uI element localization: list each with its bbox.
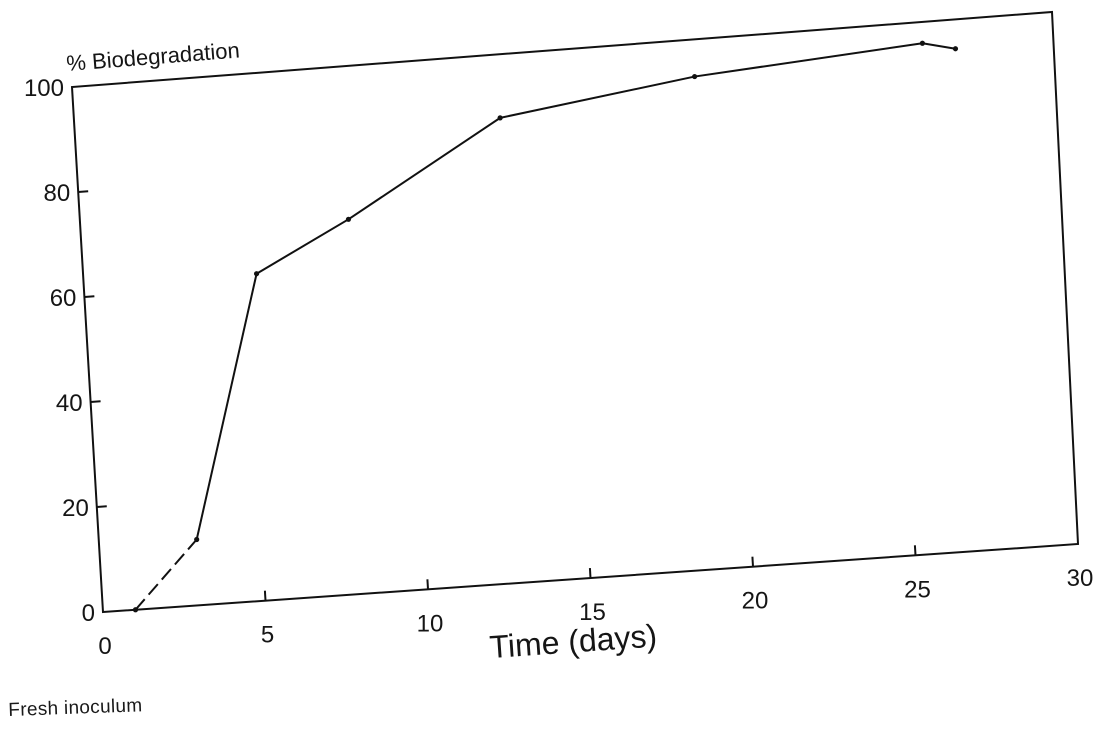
series-0-point-4 — [497, 115, 503, 121]
x-tick-label-5: 5 — [261, 622, 274, 649]
series-0-point-2 — [253, 271, 260, 277]
x-tick-15 — [588, 567, 592, 579]
series-0-segment-2 — [256, 218, 349, 275]
series-0-segment-3 — [347, 117, 501, 221]
axis-ticks-group — [78, 190, 917, 601]
y-tick-40 — [90, 400, 101, 403]
series-0-segment-5 — [694, 42, 923, 78]
y-axis-title: % Biodegradation — [65, 37, 240, 76]
x-tick-10 — [426, 579, 429, 590]
figure-caption: Fresh inoculum — [8, 695, 143, 721]
series-group — [132, 40, 959, 613]
series-0-segment-0 — [134, 538, 198, 611]
x-tick-label-30: 30 — [1067, 565, 1094, 592]
y-tick-label-40: 40 — [56, 390, 83, 417]
y-tick-label-20: 20 — [62, 495, 89, 522]
y-tick-label-100: 100 — [24, 75, 64, 102]
series-0-point-0 — [132, 607, 139, 613]
axis-labels-group: 0 5 10 15 20 25 30 0 20 40 60 80 100% Biodegradation… — [24, 37, 1093, 665]
x-tick-label-25: 25 — [904, 576, 931, 603]
y-tick-label-60: 60 — [50, 285, 77, 312]
y-tick-80 — [78, 190, 89, 193]
series-0-segment-6 — [922, 42, 956, 50]
y-tick-label-0: 0 — [82, 600, 95, 627]
y-tick-20 — [96, 505, 107, 508]
x-tick-label-10: 10 — [417, 610, 444, 637]
series-0-segment-4 — [499, 75, 695, 119]
x-tick-label-15: 15 — [579, 599, 606, 626]
x-tick-5 — [263, 590, 267, 601]
y-tick-60 — [84, 295, 95, 298]
series-0-point-5 — [692, 73, 698, 80]
x-tick-label-20: 20 — [742, 588, 769, 615]
series-0-point-1 — [194, 536, 200, 543]
series-0-point-6 — [919, 40, 926, 46]
y-tick-label-80: 80 — [43, 180, 70, 207]
x-tick-25 — [913, 545, 917, 556]
series-0-point-7 — [952, 46, 959, 52]
x-tick-label-0: 0 — [98, 633, 111, 660]
series-0-point-3 — [345, 216, 352, 222]
x-tick-20 — [751, 556, 754, 567]
x-axis-title: Time (days) — [488, 617, 658, 665]
series-0-segment-1 — [195, 273, 258, 540]
